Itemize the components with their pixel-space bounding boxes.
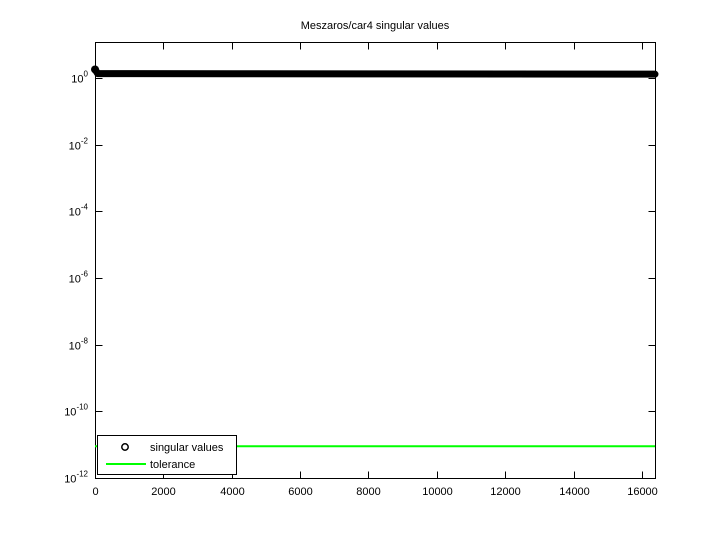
x-tick-label: 6000 bbox=[288, 486, 312, 498]
y-tick-label: 10-10 bbox=[64, 403, 88, 419]
y-tick-label: 10-4 bbox=[69, 203, 89, 219]
x-tick-label: 10000 bbox=[422, 486, 453, 498]
x-tick-label: 4000 bbox=[220, 486, 244, 498]
legend-label-tolerance: tolerance bbox=[150, 459, 195, 471]
y-tick-label: 10-12 bbox=[64, 470, 88, 486]
legend-box bbox=[97, 435, 237, 475]
x-tick-label: 12000 bbox=[490, 486, 521, 498]
x-tick-label: 8000 bbox=[356, 486, 380, 498]
plot-layer: 0 2000 4000 6000 8000 10000 12000 14000 16000 100… bbox=[64, 42, 659, 498]
x-tick-label: 16000 bbox=[627, 486, 658, 498]
x-tick-label: 2000 bbox=[151, 486, 175, 498]
y-tick-label: 10-6 bbox=[69, 270, 89, 286]
first-singular-value-marker bbox=[91, 65, 100, 74]
y-tick-label: 100 bbox=[71, 70, 88, 86]
legend-label-singular-values: singular values bbox=[150, 442, 224, 454]
legend: singular values tolerance bbox=[97, 435, 237, 475]
legend-marker-icon bbox=[121, 443, 129, 451]
singular-values-series bbox=[91, 65, 659, 78]
y-tick-label: 10-8 bbox=[69, 337, 89, 353]
y-tick-label: 10-2 bbox=[69, 137, 89, 153]
plot-area bbox=[95, 42, 656, 479]
x-tick-label: 14000 bbox=[559, 486, 590, 498]
chart-title: Meszaros/car4 singular values bbox=[301, 20, 450, 32]
x-tick-label: 0 bbox=[92, 486, 98, 498]
